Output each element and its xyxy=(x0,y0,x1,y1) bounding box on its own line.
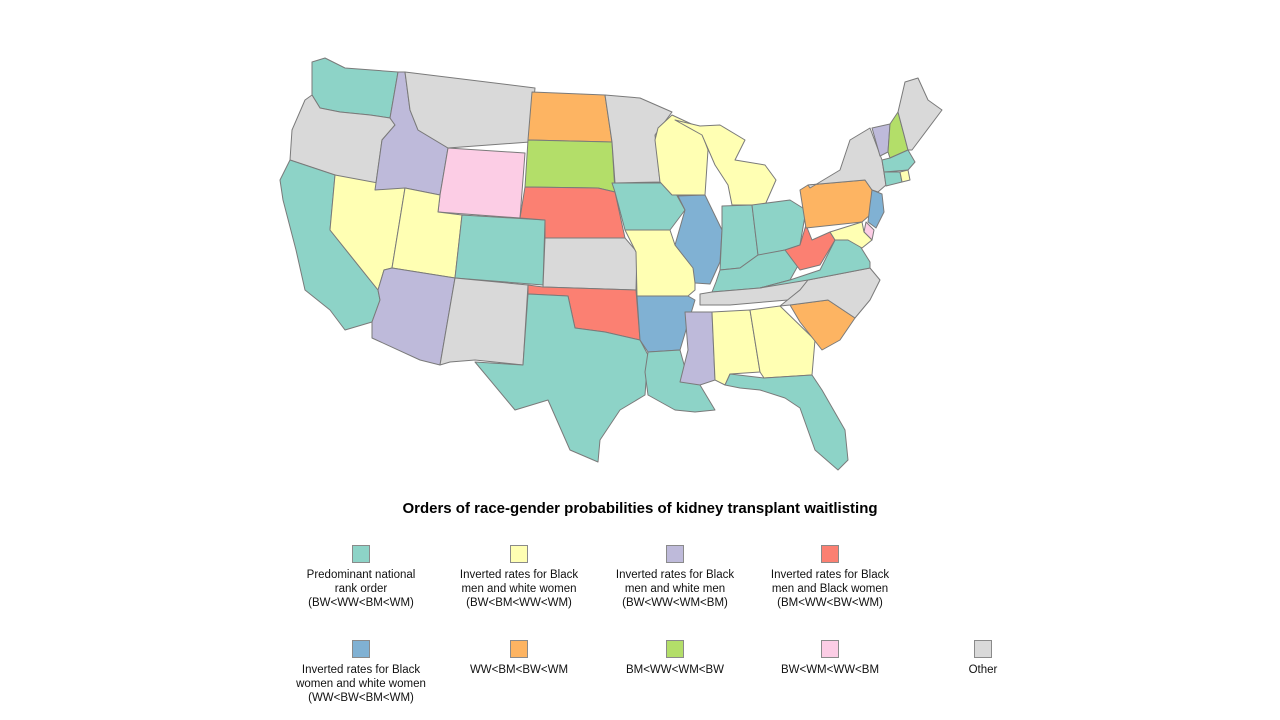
legend-label: Inverted rates for Black men and white m… xyxy=(615,569,735,609)
state-ND xyxy=(527,91,613,143)
legend-label: Other xyxy=(968,664,998,676)
legend-swatch xyxy=(974,640,992,658)
legend-swatch xyxy=(821,640,839,658)
state-KY xyxy=(711,249,801,293)
legend-item-inverted-bw-ww: Inverted rates for Black women and white… xyxy=(281,640,441,705)
legend-item-inverted-bm-ww: Inverted rates for Black men and white w… xyxy=(439,545,599,610)
state-FL xyxy=(724,373,849,471)
legend-item-ww-bm-bw-wm: WW<BM<BW<WM xyxy=(439,640,599,677)
state-WY xyxy=(437,147,526,219)
legend-label: Inverted rates for Black women and white… xyxy=(296,664,426,704)
legend-item-bm-ww-wm-bw: BM<WW<WM<BW xyxy=(595,640,755,677)
legend-label: Inverted rates for Black men and Black w… xyxy=(770,569,890,609)
state-SD xyxy=(524,139,616,193)
legend-item-inverted-bm-bw: Inverted rates for Black men and Black w… xyxy=(750,545,910,610)
legend-label: BM<WW<WM<BW xyxy=(625,664,725,676)
state-NC xyxy=(779,267,881,319)
state-KS xyxy=(542,237,638,291)
legend-swatch xyxy=(666,545,684,563)
legend-swatch xyxy=(510,640,528,658)
state-MD xyxy=(829,221,873,249)
state-CO xyxy=(454,214,546,286)
legend-swatch xyxy=(821,545,839,563)
legend-swatch xyxy=(666,640,684,658)
legend-label: Inverted rates for Black men and white w… xyxy=(459,569,579,609)
state-NM xyxy=(439,277,529,366)
legend-item-bw-wm-ww-bm: BW<WM<WW<BM xyxy=(750,640,910,677)
legend-item-other: Other xyxy=(903,640,1063,677)
legend-label: WW<BM<BW<WM xyxy=(469,664,569,676)
state-RI xyxy=(899,169,911,183)
legend-item-inverted-bm-wm: Inverted rates for Black men and white m… xyxy=(595,545,755,610)
state-IL xyxy=(674,194,723,285)
us-states-map xyxy=(279,57,943,471)
state-NJ xyxy=(867,189,885,229)
legend-swatch xyxy=(352,640,370,658)
state-MO xyxy=(624,229,696,297)
state-CT xyxy=(883,171,903,187)
state-MI xyxy=(674,119,777,206)
state-TX xyxy=(474,293,649,463)
legend-label: BW<WM<WW<BM xyxy=(780,664,880,676)
legend-item-predominant-national: Predominant national rank order (BW<WW<B… xyxy=(281,545,441,610)
legend-label: Predominant national rank order (BW<WW<B… xyxy=(306,569,416,609)
legend-swatch xyxy=(352,545,370,563)
legend-swatch xyxy=(510,545,528,563)
map-title: Orders of race-gender probabilities of k… xyxy=(402,500,878,517)
state-ME xyxy=(897,77,943,151)
